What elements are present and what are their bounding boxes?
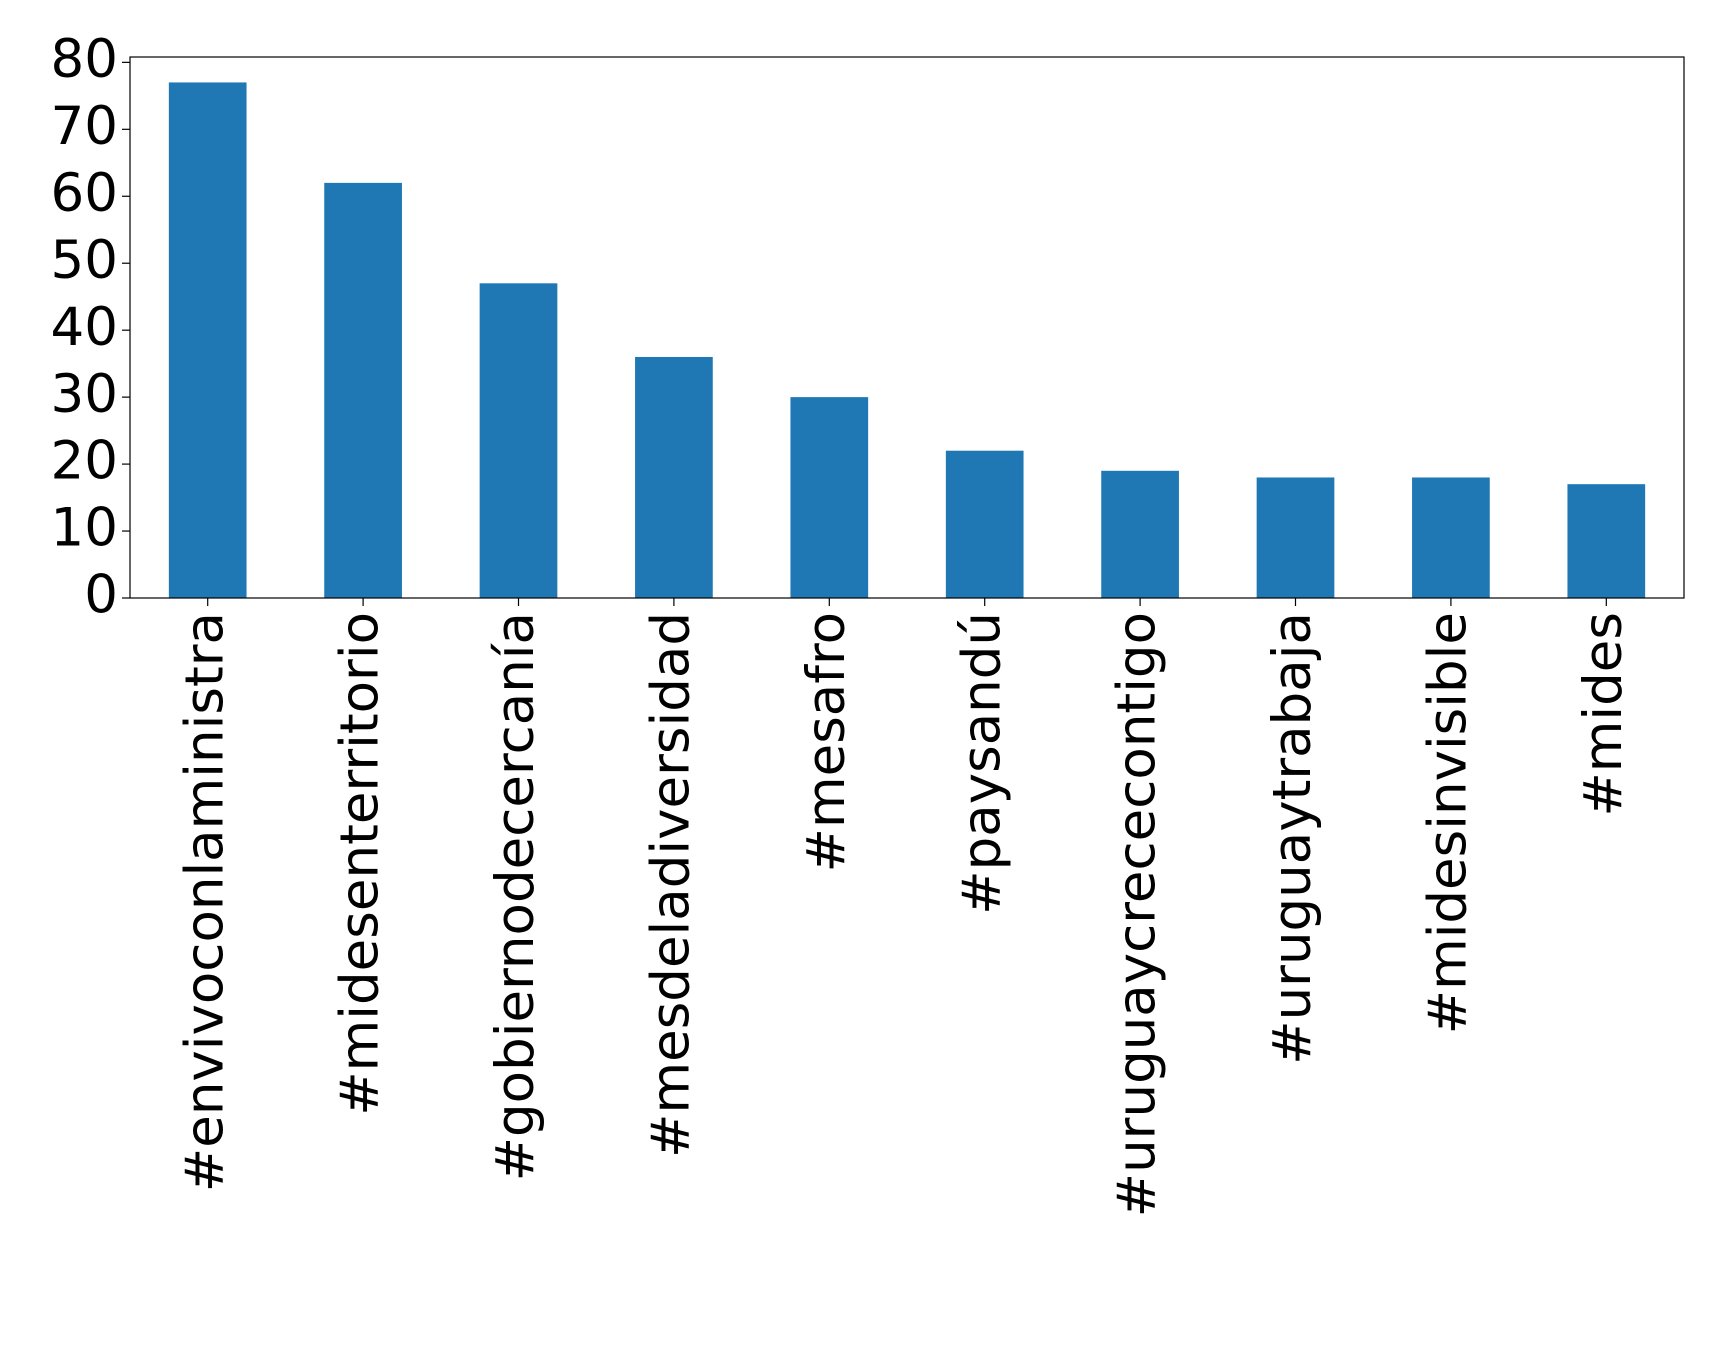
x-tick-label: #paysandú [951,612,1012,915]
x-tick-label: #gobiernodecercanía [485,612,546,1181]
x-tick-label: #uruguaycrececontigo [1107,612,1168,1217]
bar [945,450,1024,598]
bar [635,356,713,598]
x-tick-label: #mesafro [796,612,857,872]
bar [1101,470,1179,598]
x-tick-label: #midesenterritorio [330,612,391,1116]
y-tick-label: 60 [51,163,118,224]
bar [790,397,869,598]
x-tick-label: #mides [1573,612,1634,817]
y-tick-label: 40 [51,297,118,358]
y-tick-label: 20 [51,431,118,492]
y-tick-label: 30 [51,364,118,425]
plot-frame [129,56,1685,599]
y-tick-label: 70 [51,96,118,157]
bar [1256,477,1335,598]
bar [1412,477,1490,598]
bar [168,82,247,599]
y-tick-label: 0 [84,565,118,626]
x-tick-label: #envivoconlaministra [174,612,235,1192]
bar [479,283,558,598]
bar [1567,484,1646,598]
y-tick-label: 10 [51,498,118,559]
y-tick-label: 80 [51,29,118,90]
y-tick-label: 50 [51,230,118,291]
x-tick-label: #mesdeladiversidad [641,612,702,1158]
bar [324,182,402,599]
x-tick-label: #uruguaytrabaja [1262,612,1323,1065]
x-tick-label: #midesinvisible [1418,612,1479,1034]
